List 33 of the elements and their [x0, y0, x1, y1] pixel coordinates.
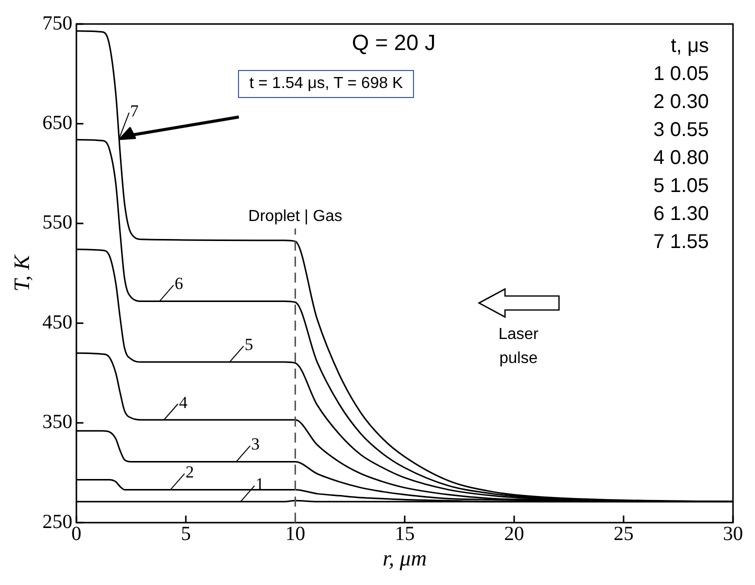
x-tick-label: 10 — [285, 522, 306, 545]
annotation: 1 0.05 — [652, 62, 709, 87]
series-label: 7 — [130, 102, 140, 121]
x-tick-label: 15 — [394, 522, 415, 545]
y-tick-label: 450 — [42, 311, 72, 334]
legend-label: 3 — [251, 434, 260, 454]
annotation: 3 0.55 — [652, 118, 709, 143]
ref-line-label: Droplet | Gas — [248, 208, 342, 225]
x-axis-title: r, μm — [382, 546, 427, 571]
annotation: Laser pulse — [497, 325, 540, 370]
legend-title: t, μs — [670, 34, 709, 59]
chart-title: Q = 20 J — [352, 30, 436, 56]
x-tick-label: 25 — [614, 522, 634, 545]
x-tick-label: 0 — [71, 522, 82, 545]
annotation: 7 1.55 — [652, 230, 709, 255]
y-tick-label: 750 — [42, 12, 72, 34]
y-tick-label: 550 — [42, 212, 72, 234]
legend-label: 5 — [244, 335, 254, 354]
y-tick-label: 650 — [42, 112, 72, 134]
x-tick-label: 30 — [723, 522, 743, 545]
annotation: 6 1.30 — [652, 202, 709, 227]
y-axis-title: T, K — [8, 254, 34, 292]
legend-label: 4 — [178, 392, 188, 412]
annotation: 4 0.80 — [652, 146, 709, 171]
annotation: 2 0.30 — [652, 90, 709, 115]
y-tick-label: 250 — [42, 510, 72, 533]
x-tick-label: 20 — [504, 522, 524, 545]
x-tick-label: 5 — [180, 522, 191, 545]
annotation: t = 1.54 μs, T = 698 K — [238, 70, 414, 98]
annotation: 5 1.05 — [652, 174, 709, 199]
y-tick-label: 350 — [42, 411, 72, 434]
legend-label: 6 — [174, 274, 184, 294]
legend-label: 2 — [186, 462, 194, 482]
